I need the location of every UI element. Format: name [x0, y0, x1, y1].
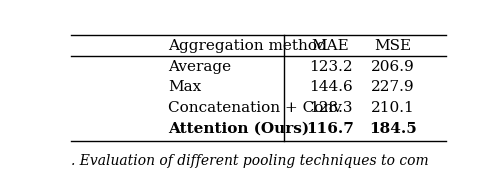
Text: 206.9: 206.9 [371, 60, 415, 74]
Text: Attention (Ours): Attention (Ours) [168, 122, 309, 136]
Text: 210.1: 210.1 [371, 101, 415, 115]
Text: 227.9: 227.9 [371, 80, 415, 94]
Text: 184.5: 184.5 [369, 122, 417, 136]
Text: MSE: MSE [374, 39, 412, 53]
Text: 123.2: 123.2 [309, 60, 352, 74]
Text: Max: Max [168, 80, 202, 94]
Text: Concatenation + Conv: Concatenation + Conv [168, 101, 342, 115]
Text: 144.6: 144.6 [308, 80, 352, 94]
Text: 116.7: 116.7 [306, 122, 354, 136]
Text: Average: Average [168, 60, 231, 74]
Text: . Evaluation of different pooling techniques to com: . Evaluation of different pooling techni… [71, 154, 428, 168]
Text: MAE: MAE [311, 39, 349, 53]
Text: 128.3: 128.3 [309, 101, 352, 115]
Text: Aggregation method: Aggregation method [168, 39, 327, 53]
